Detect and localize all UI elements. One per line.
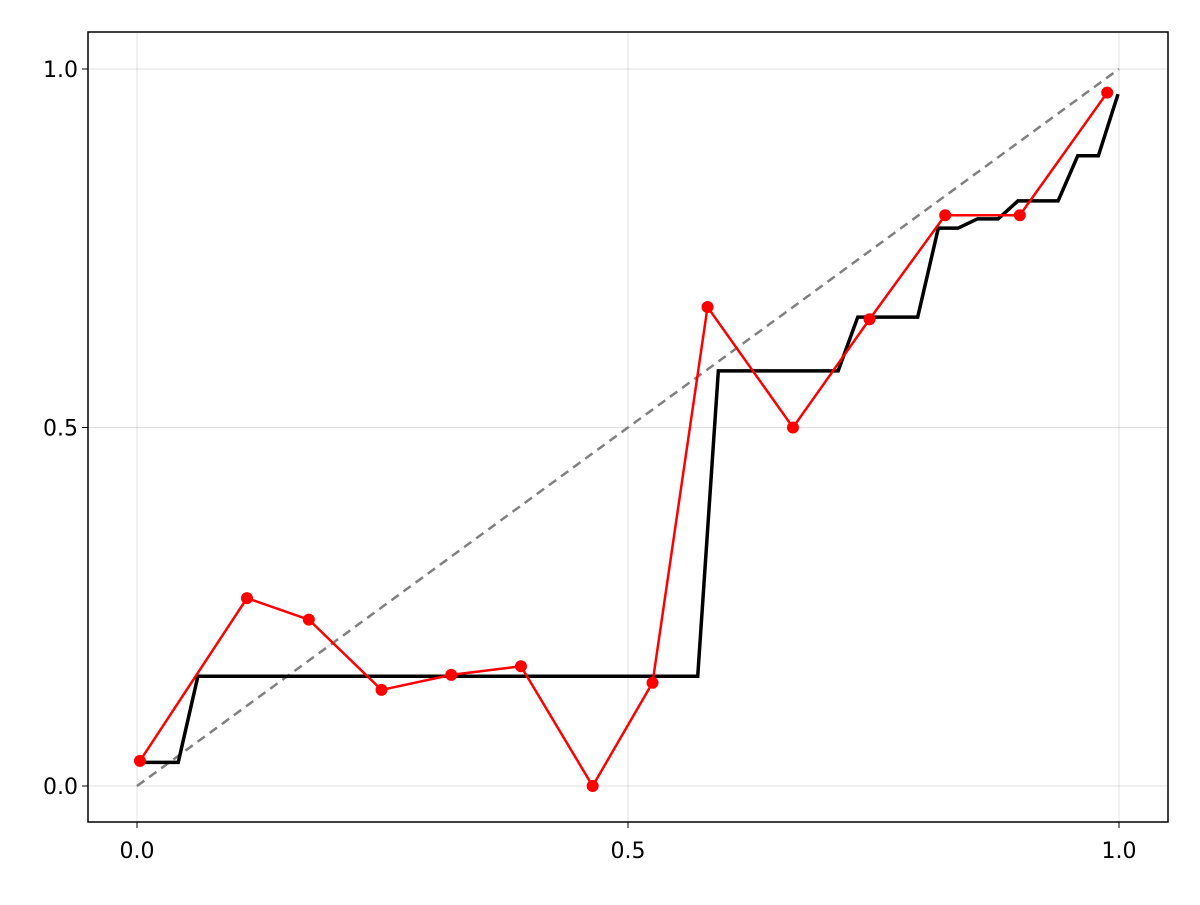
red-data-point [302,613,315,626]
red-data-point [586,780,599,792]
step-line [139,93,1120,765]
red-data-point [240,592,253,605]
red-data-point [786,421,799,434]
red-data-point [445,668,458,681]
x-tick-label: 0.5 [611,839,646,864]
red-data-point [133,754,146,767]
red-data-point [1013,209,1026,222]
red-data-point [701,301,714,314]
y-tick-label: 0.0 [43,775,78,800]
series-layer [133,67,1120,792]
red-data-point [375,683,388,696]
ticks: 0.0 0.5 1.0 0.0 0.5 1.0 [43,58,1137,864]
red-data-point [514,660,527,673]
diagonal-reference-line [136,67,1120,788]
x-tick-label: 0.0 [120,839,155,864]
red-data-point [863,313,876,326]
red-series-line [138,91,1109,789]
y-tick-label: 1.0 [43,58,78,83]
y-tick-label: 0.5 [43,417,78,442]
red-data-point [646,676,659,689]
red-data-point [1101,86,1114,99]
x-tick-label: 1.0 [1102,839,1137,864]
red-data-point [939,209,952,222]
